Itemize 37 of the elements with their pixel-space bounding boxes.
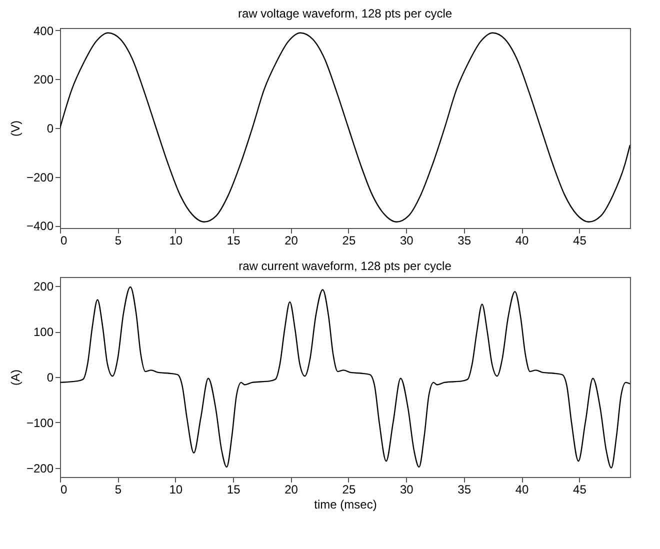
x-tick-label: 0	[60, 482, 68, 496]
line-series	[60, 286, 630, 469]
y-tick-label: −100	[26, 416, 54, 430]
x-tick-label: 15	[226, 482, 241, 496]
x-tick-label: 5	[114, 482, 122, 496]
x-tick-label: 5	[114, 234, 122, 248]
line-series	[60, 32, 630, 222]
y-tick-label: −200	[26, 170, 54, 184]
y-axis-title: (A)	[8, 370, 22, 386]
x-tick-label: 20	[284, 234, 298, 248]
y-tick-label: −200	[26, 461, 54, 476]
y-axis-title: (V)	[8, 120, 22, 136]
x-axis-title: time (msec)	[314, 498, 377, 512]
x-tick-label: 15	[226, 234, 241, 248]
x-tick-label: 45	[573, 482, 587, 496]
y-tick-label: 0	[46, 122, 54, 136]
x-tick-label: 40	[515, 482, 530, 496]
y-tick-label: 200	[33, 280, 54, 294]
x-tick-label: 40	[515, 234, 530, 248]
x-tick-label: 20	[284, 482, 298, 496]
y-tick-label: 100	[33, 325, 54, 340]
y-tick-label: 0	[46, 370, 54, 384]
chart-title: raw current waveform, 128 pts per cycle	[238, 259, 452, 273]
y-tick-label: −400	[26, 219, 54, 234]
y-tick-label: 400	[33, 24, 54, 38]
x-tick-label: 0	[60, 234, 68, 248]
x-tick-label: 30	[400, 482, 414, 496]
x-tick-label: 35	[458, 234, 472, 248]
x-tick-label: 25	[342, 482, 356, 496]
y-tick-label: 200	[33, 72, 54, 87]
x-tick-label: 35	[458, 482, 472, 496]
chart-title: raw voltage waveform, 128 pts per cycle	[238, 6, 452, 20]
x-tick-label: 10	[169, 234, 183, 248]
x-tick-label: 30	[400, 234, 414, 248]
x-tick-label: 45	[573, 234, 587, 248]
x-tick-label: 10	[169, 482, 183, 496]
x-tick-label: 25	[342, 234, 356, 248]
